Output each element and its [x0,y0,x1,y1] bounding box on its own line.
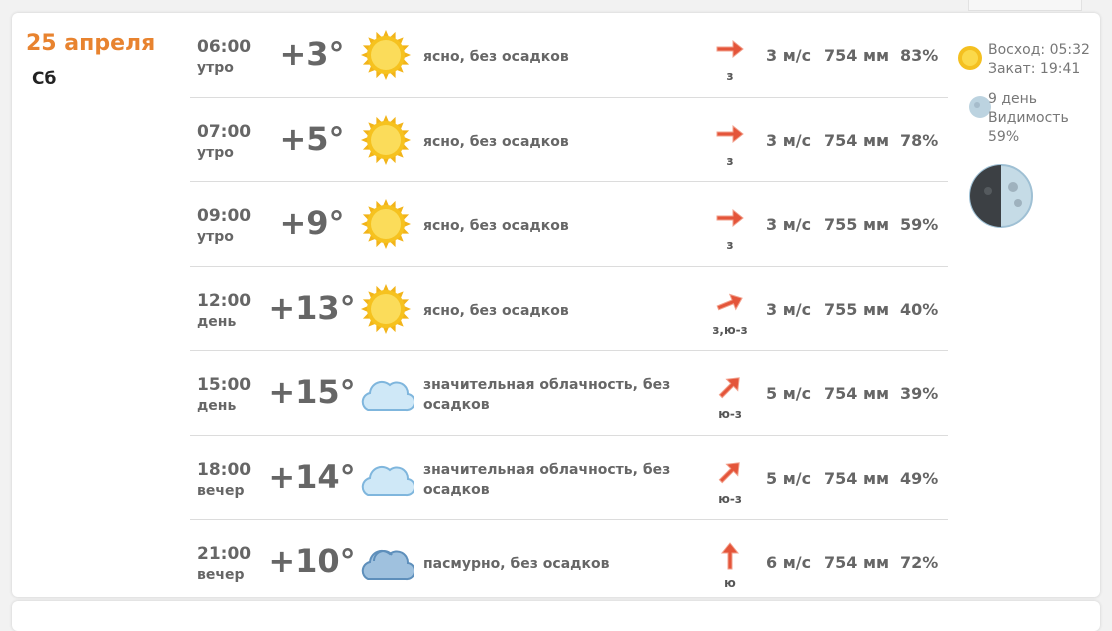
temperature: +5° [279,119,345,158]
overcast-weather-icon [358,537,417,587]
day-part: день [197,398,237,414]
visibility-label: Видимость [988,110,1069,126]
day-part: утро [197,229,234,245]
humidity: 78% [900,130,939,150]
time: 07:00 [197,121,252,142]
day-part: вечер [197,482,245,499]
pressure: 755 мм [824,215,890,234]
moon-small-icon [969,96,991,118]
next-day-card [12,601,1100,631]
wind-direction: з [726,238,734,252]
temperature: +3° [279,35,345,73]
humidity: 39% [900,384,939,403]
time: 06:00 [197,37,252,57]
wind-speed: 3 м/с [766,130,812,150]
wind-arrow-icon [718,377,740,399]
wind-speed: 3 м/с [766,215,812,234]
humidity: 83% [900,46,939,65]
moon-phase-icon [969,164,1033,228]
pressure: 754 мм [824,46,890,65]
hourly-row: 12:00 день +13° ясно, без осадков з,ю-з … [190,267,948,351]
hourly-rows: 06:00 утро +3° ясно, без осадков з 3 м/с… [190,13,948,604]
weekday-label: Сб [32,69,57,89]
weather-description: пасмурно, без осадков [423,556,610,572]
pressure: 754 мм [824,553,890,572]
weather-description: ясно, без осадков [423,218,569,234]
wind-direction: ю-з [718,407,742,421]
temperature: +14° [268,457,356,496]
weather-description: ясно, без осадков [423,49,569,65]
hourly-row: 06:00 утро +3° ясно, без осадков з 3 м/с… [190,13,948,98]
humidity: 40% [900,299,939,319]
wind-arrow-icon [716,208,744,228]
cloud-weather-icon [358,368,417,418]
wind-speed: 3 м/с [766,299,812,319]
hourly-row: 15:00 день +15° значительная облачность,… [190,351,948,436]
wind-speed: 3 м/с [766,46,812,65]
sun-weather-icon [358,114,414,165]
sun-weather-icon [358,30,414,80]
wind-direction: ю-з [718,491,742,506]
wind-arrow-icon [720,542,740,570]
sunrise: Восход: 05:32 [988,42,1090,58]
humidity: 72% [900,553,939,572]
day-part: день [197,313,237,330]
temperature: +15° [268,373,356,411]
sun-weather-icon [358,283,414,334]
hourly-row: 07:00 утро +5° ясно, без осадков з 3 м/с… [190,98,948,182]
pressure: 755 мм [824,299,890,319]
temperature: +13° [268,288,356,327]
wind-direction: ю [724,576,736,590]
day-forecast-card: 25 апреля Сб 06:00 утро +3° ясно, без ос… [12,13,1100,597]
weather-description: значительная облачность, без осадков [423,377,671,413]
weather-description: ясно, без осадков [423,133,569,150]
pressure: 754 мм [824,130,890,150]
temperature: +10° [268,542,356,580]
weather-description: значительная облачность, без осадков [423,461,671,498]
hourly-row: 09:00 утро +9° ясно, без осадков з 3 м/с… [190,182,948,267]
date-label: 25 апреля [26,31,156,56]
wind-direction: з [726,69,734,83]
moon-day: 9 день [988,91,1038,107]
sun-weather-icon [358,199,414,249]
wind-speed: 6 м/с [766,553,812,572]
wind-arrow-icon [716,39,744,59]
time: 18:00 [197,459,252,480]
day-part: утро [197,144,234,161]
wind-direction: з,ю-з [712,322,748,337]
wind-arrow-icon [716,124,744,143]
wind-direction: з [726,153,734,168]
time: 12:00 [197,290,252,311]
wind-arrow-icon [718,461,740,483]
humidity: 59% [900,215,939,234]
wind-arrow-icon [716,293,743,310]
visibility-value: 59% [988,129,1020,145]
weather-description: ясно, без осадков [423,302,569,319]
wind-speed: 5 м/с [766,468,812,488]
day-part: вечер [197,567,245,583]
humidity: 49% [900,468,939,488]
sunset: Закат: 19:41 [988,61,1081,77]
hourly-row: 21:00 вечер +10° пасмурно, без осадков ю… [190,520,948,604]
temperature: +9° [279,204,345,242]
day-part: утро [197,60,234,76]
pressure: 754 мм [824,384,890,403]
sun-icon [958,46,982,70]
time: 21:00 [197,544,252,564]
top-tab[interactable] [968,0,1082,11]
wind-speed: 5 м/с [766,384,812,403]
pressure: 754 мм [824,468,890,488]
hourly-row: 18:00 вечер +14° значительная облачность… [190,436,948,520]
time: 09:00 [197,206,252,226]
cloud-weather-icon [358,453,417,503]
time: 15:00 [197,375,252,395]
